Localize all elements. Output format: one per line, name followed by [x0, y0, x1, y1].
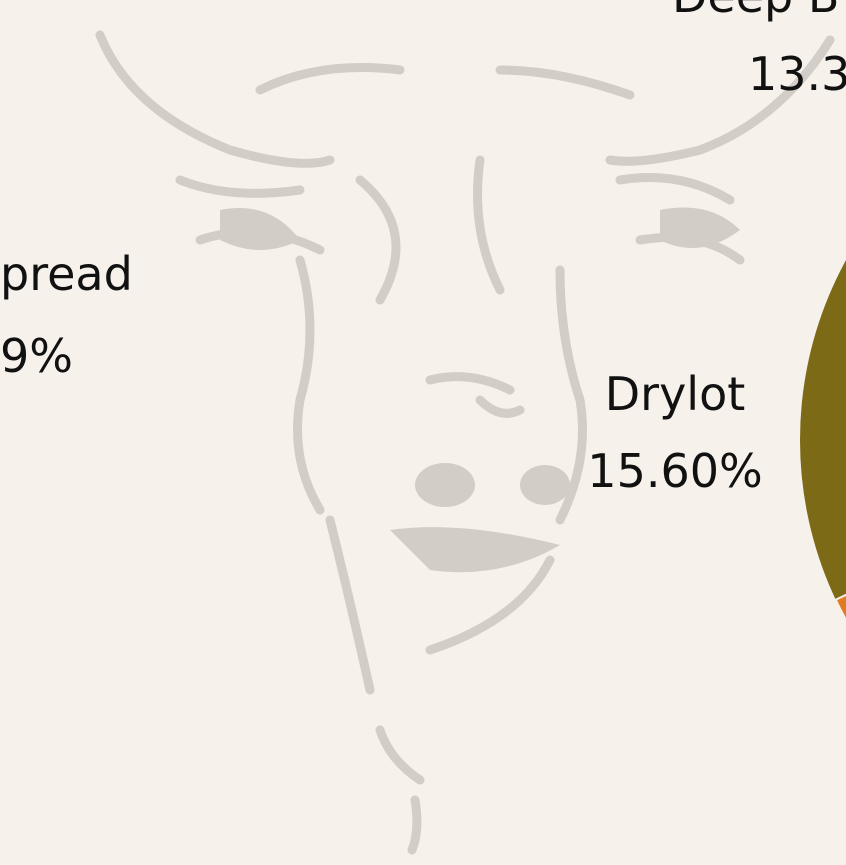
slice-label: pread — [0, 247, 133, 301]
pie — [800, 260, 846, 622]
slice-label: Drylot — [605, 367, 746, 421]
slice-value: 9% — [0, 329, 73, 383]
pie-slice — [834, 593, 846, 622]
cow-illustration — [95, 30, 835, 855]
pie-slice — [800, 260, 846, 620]
slice-value: 15.60% — [587, 444, 762, 498]
slice-label: Deep B — [672, 0, 839, 23]
slice-value: 13.3 — [748, 47, 846, 101]
